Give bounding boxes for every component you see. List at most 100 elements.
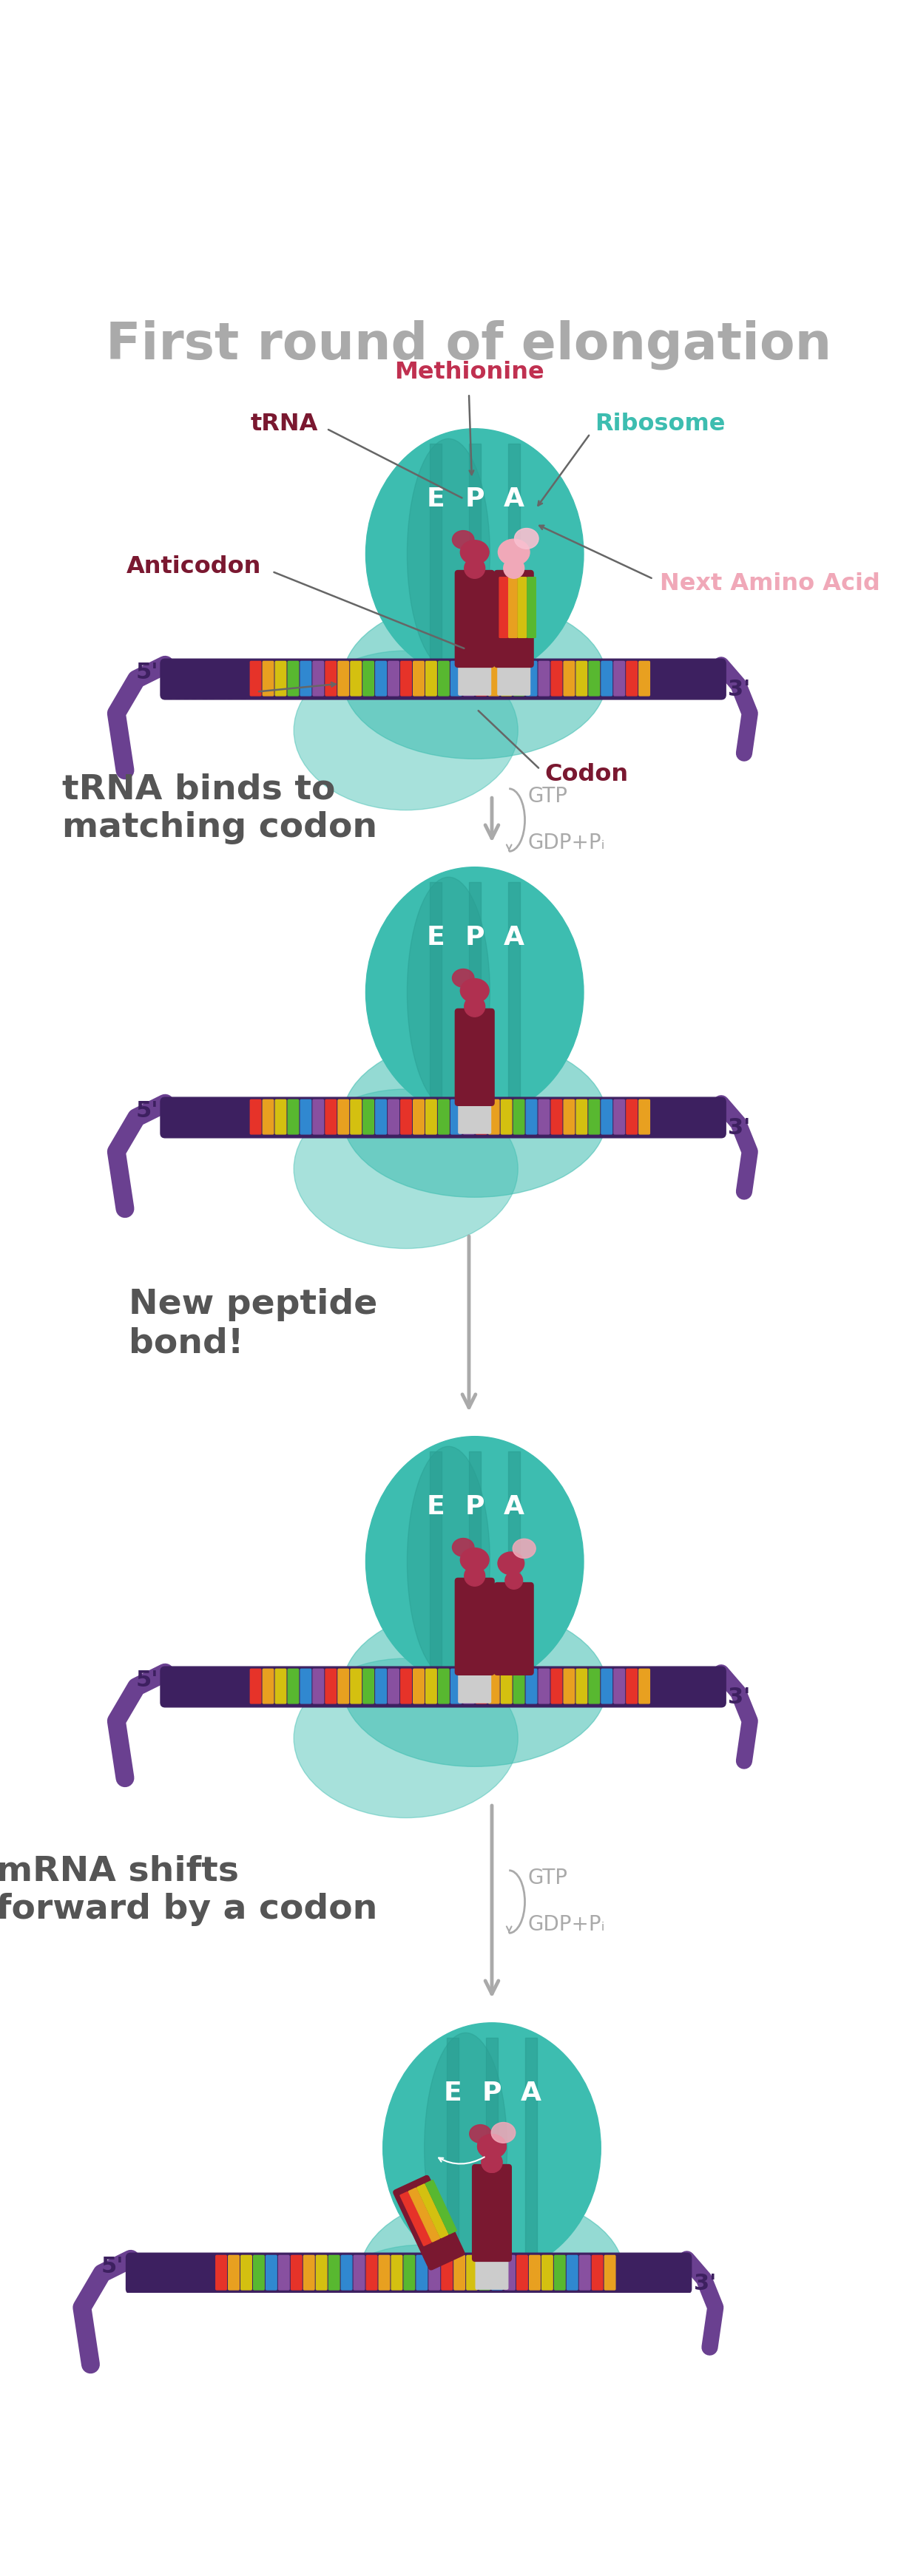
Ellipse shape	[360, 2195, 624, 2352]
Ellipse shape	[498, 538, 530, 564]
FancyBboxPatch shape	[592, 2257, 603, 2290]
FancyBboxPatch shape	[414, 662, 424, 696]
FancyBboxPatch shape	[576, 1100, 587, 1133]
Ellipse shape	[343, 1607, 607, 1767]
FancyBboxPatch shape	[388, 1100, 399, 1133]
FancyBboxPatch shape	[494, 569, 533, 667]
FancyBboxPatch shape	[263, 662, 274, 696]
Ellipse shape	[366, 428, 584, 680]
FancyBboxPatch shape	[589, 1100, 599, 1133]
FancyBboxPatch shape	[513, 1100, 524, 1133]
FancyBboxPatch shape	[401, 662, 412, 696]
Bar	[429, 443, 441, 667]
Text: GDP+Pᵢ: GDP+Pᵢ	[527, 832, 605, 853]
Text: mRNA: mRNA	[165, 683, 246, 706]
FancyBboxPatch shape	[513, 1669, 524, 1703]
FancyBboxPatch shape	[160, 659, 726, 701]
FancyBboxPatch shape	[589, 1669, 599, 1703]
FancyBboxPatch shape	[463, 662, 474, 696]
FancyBboxPatch shape	[160, 1097, 726, 1139]
Text: A: A	[503, 1494, 524, 1520]
FancyBboxPatch shape	[414, 1669, 424, 1703]
FancyBboxPatch shape	[425, 662, 436, 696]
FancyBboxPatch shape	[160, 1667, 726, 1708]
FancyBboxPatch shape	[614, 1669, 625, 1703]
FancyBboxPatch shape	[278, 2257, 289, 2290]
FancyBboxPatch shape	[526, 1669, 537, 1703]
FancyBboxPatch shape	[526, 1100, 537, 1133]
FancyBboxPatch shape	[317, 2257, 327, 2290]
FancyBboxPatch shape	[300, 662, 311, 696]
Ellipse shape	[383, 2022, 601, 2272]
FancyBboxPatch shape	[551, 1100, 562, 1133]
Text: GTP: GTP	[527, 786, 567, 806]
Ellipse shape	[452, 1538, 474, 1556]
Ellipse shape	[469, 2125, 491, 2143]
FancyBboxPatch shape	[455, 569, 494, 667]
FancyBboxPatch shape	[376, 662, 386, 696]
FancyBboxPatch shape	[288, 662, 298, 696]
FancyBboxPatch shape	[451, 1100, 462, 1133]
FancyBboxPatch shape	[338, 1100, 349, 1133]
FancyBboxPatch shape	[454, 2257, 465, 2290]
FancyBboxPatch shape	[401, 1100, 412, 1133]
Circle shape	[481, 2151, 502, 2172]
FancyBboxPatch shape	[313, 1669, 324, 1703]
Text: A: A	[503, 487, 524, 513]
FancyBboxPatch shape	[376, 1669, 386, 1703]
FancyBboxPatch shape	[338, 662, 349, 696]
Text: Ribosome: Ribosome	[595, 412, 725, 435]
FancyBboxPatch shape	[458, 662, 490, 696]
FancyBboxPatch shape	[542, 2257, 553, 2290]
FancyBboxPatch shape	[576, 1669, 587, 1703]
FancyBboxPatch shape	[539, 1100, 549, 1133]
FancyBboxPatch shape	[554, 2257, 565, 2290]
Bar	[468, 443, 480, 667]
Ellipse shape	[460, 541, 489, 564]
FancyBboxPatch shape	[527, 577, 536, 639]
Ellipse shape	[452, 531, 474, 549]
FancyBboxPatch shape	[614, 662, 625, 696]
FancyBboxPatch shape	[392, 2257, 403, 2290]
Ellipse shape	[425, 2032, 507, 2264]
Text: E: E	[426, 487, 445, 513]
Ellipse shape	[311, 2244, 535, 2403]
FancyBboxPatch shape	[429, 2257, 440, 2290]
FancyBboxPatch shape	[504, 2257, 515, 2290]
FancyBboxPatch shape	[425, 1100, 436, 1133]
Text: 5': 5'	[135, 662, 158, 683]
FancyBboxPatch shape	[639, 1100, 650, 1133]
Text: Anticodon: Anticodon	[126, 554, 261, 577]
Text: A: A	[503, 925, 524, 951]
FancyBboxPatch shape	[341, 2257, 352, 2290]
Ellipse shape	[366, 1437, 584, 1687]
Text: Next Amino Acid: Next Amino Acid	[660, 572, 880, 595]
Bar	[468, 881, 480, 1105]
FancyBboxPatch shape	[388, 662, 399, 696]
FancyBboxPatch shape	[579, 2257, 590, 2290]
FancyBboxPatch shape	[476, 1100, 487, 1133]
Bar	[468, 1450, 480, 1674]
FancyBboxPatch shape	[263, 1669, 274, 1703]
FancyBboxPatch shape	[409, 2187, 440, 2241]
FancyBboxPatch shape	[328, 2257, 339, 2290]
FancyBboxPatch shape	[438, 662, 449, 696]
FancyBboxPatch shape	[551, 1669, 562, 1703]
FancyBboxPatch shape	[458, 1103, 490, 1133]
Text: tRNA binds to
matching codon: tRNA binds to matching codon	[62, 773, 377, 845]
Circle shape	[505, 1571, 522, 1589]
Ellipse shape	[294, 652, 518, 809]
FancyBboxPatch shape	[455, 1579, 494, 1674]
FancyBboxPatch shape	[601, 1669, 612, 1703]
FancyBboxPatch shape	[627, 662, 637, 696]
FancyBboxPatch shape	[216, 2257, 227, 2290]
Ellipse shape	[343, 600, 607, 760]
FancyBboxPatch shape	[498, 662, 530, 696]
Bar	[508, 1450, 520, 1674]
FancyBboxPatch shape	[366, 2257, 377, 2290]
FancyBboxPatch shape	[326, 1100, 336, 1133]
FancyBboxPatch shape	[250, 1100, 261, 1133]
Text: GTP: GTP	[527, 1868, 567, 1888]
Bar	[447, 2038, 458, 2262]
FancyBboxPatch shape	[491, 2257, 502, 2290]
